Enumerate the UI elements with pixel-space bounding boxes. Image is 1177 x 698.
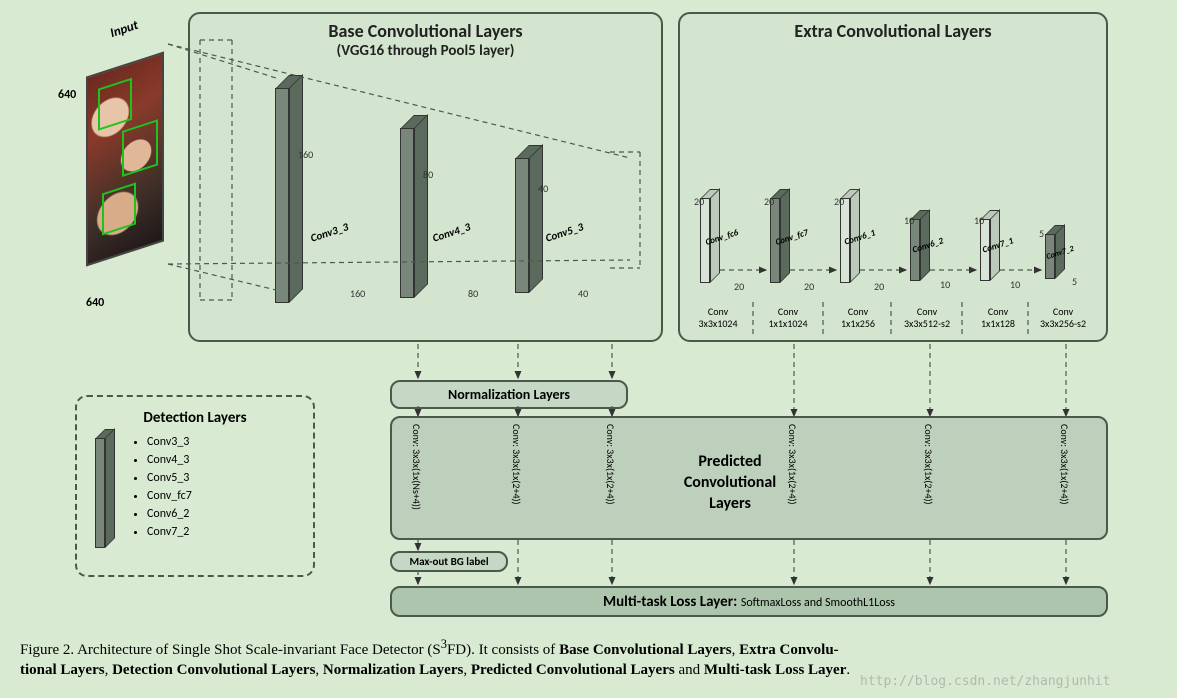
vconv-5: Conv: 3x3x(1x(2+4)) <box>1058 424 1071 505</box>
vconv-0: Conv: 3x3x(1x(Ns+4)) <box>410 424 423 510</box>
dim-fc7-top: 20 <box>764 195 774 208</box>
loss-title: Multi-task Loss Layer: <box>603 593 737 611</box>
below-fc6: Conv3x3x1024 <box>688 306 748 330</box>
below-c61: Conv1x1x256 <box>828 306 888 330</box>
dim-80-top: 80 <box>423 168 433 181</box>
dim-80-bot: 80 <box>468 287 478 300</box>
legend-item: Conv_fc7 <box>147 487 301 505</box>
dim-fc6-top: 20 <box>694 195 704 208</box>
below-c62: Conv3x3x512-s2 <box>894 306 960 330</box>
legend-list: Conv3_3 Conv4_3 Conv5_3 Conv_fc7 Conv6_2… <box>89 433 301 541</box>
legend-item: Conv3_3 <box>147 433 301 451</box>
dim-c72-top: 5 <box>1039 227 1044 240</box>
dim-c61-top: 20 <box>834 195 844 208</box>
predicted-conv-layers: PredictedConvolutionalLayers <box>390 416 1108 540</box>
legend-item: Conv5_3 <box>147 469 301 487</box>
detection-layers-legend: Detection Layers Conv3_3 Conv4_3 Conv5_3… <box>75 395 315 577</box>
below-c72: Conv3x3x256-s2 <box>1030 306 1096 330</box>
dim-fc7-bot: 20 <box>804 280 814 293</box>
dim-40-top: 40 <box>538 182 548 195</box>
legend-title: Detection Layers <box>89 409 301 427</box>
legend-item: Conv7_2 <box>147 523 301 541</box>
normalization-layers: Normalization Layers <box>390 380 628 409</box>
dim-640-bot: 640 <box>86 296 104 310</box>
input-image <box>86 44 166 244</box>
below-c71: Conv1x1x128 <box>968 306 1028 330</box>
vconv-2: Conv: 3x3x(1x(2+4)) <box>604 424 617 505</box>
loss-sub: SoftmaxLoss and SmoothL1Loss <box>741 596 895 610</box>
dim-c62-bot: 10 <box>940 278 950 291</box>
dim-c62-top: 10 <box>904 214 914 227</box>
dim-c61-bot: 20 <box>874 280 884 293</box>
vconv-3: Conv: 3x3x(1x(2+4)) <box>786 424 799 505</box>
input-label: Input <box>108 18 140 41</box>
dim-c72-bot: 5 <box>1072 275 1077 288</box>
below-fc7: Conv1x1x1024 <box>758 306 818 330</box>
dim-40-bot: 40 <box>578 287 588 300</box>
extra-title: Extra Convolutional Layers <box>680 20 1106 42</box>
dim-c71-top: 10 <box>974 214 984 227</box>
dim-640-top: 640 <box>58 88 76 102</box>
dim-160-top: 160 <box>298 148 313 161</box>
legend-item: Conv4_3 <box>147 451 301 469</box>
vconv-1: Conv: 3x3x(1x(2+4)) <box>510 424 523 505</box>
dim-fc6-bot: 20 <box>734 280 744 293</box>
legend-item: Conv6_2 <box>147 505 301 523</box>
dim-160-bot: 160 <box>350 287 365 300</box>
base-title: Base Convolutional Layers <box>190 20 661 42</box>
loss-layer: Multi-task Loss Layer: SoftmaxLoss and S… <box>390 586 1108 617</box>
maxout-bg-label: Max-out BG label <box>390 551 508 572</box>
watermark: http://blog.csdn.net/zhangjunhit <box>860 674 1110 689</box>
base-subtitle: (VGG16 through Pool5 layer) <box>190 42 661 60</box>
vconv-4: Conv: 3x3x(1x(2+4)) <box>922 424 935 505</box>
dim-c71-bot: 10 <box>1010 278 1020 291</box>
